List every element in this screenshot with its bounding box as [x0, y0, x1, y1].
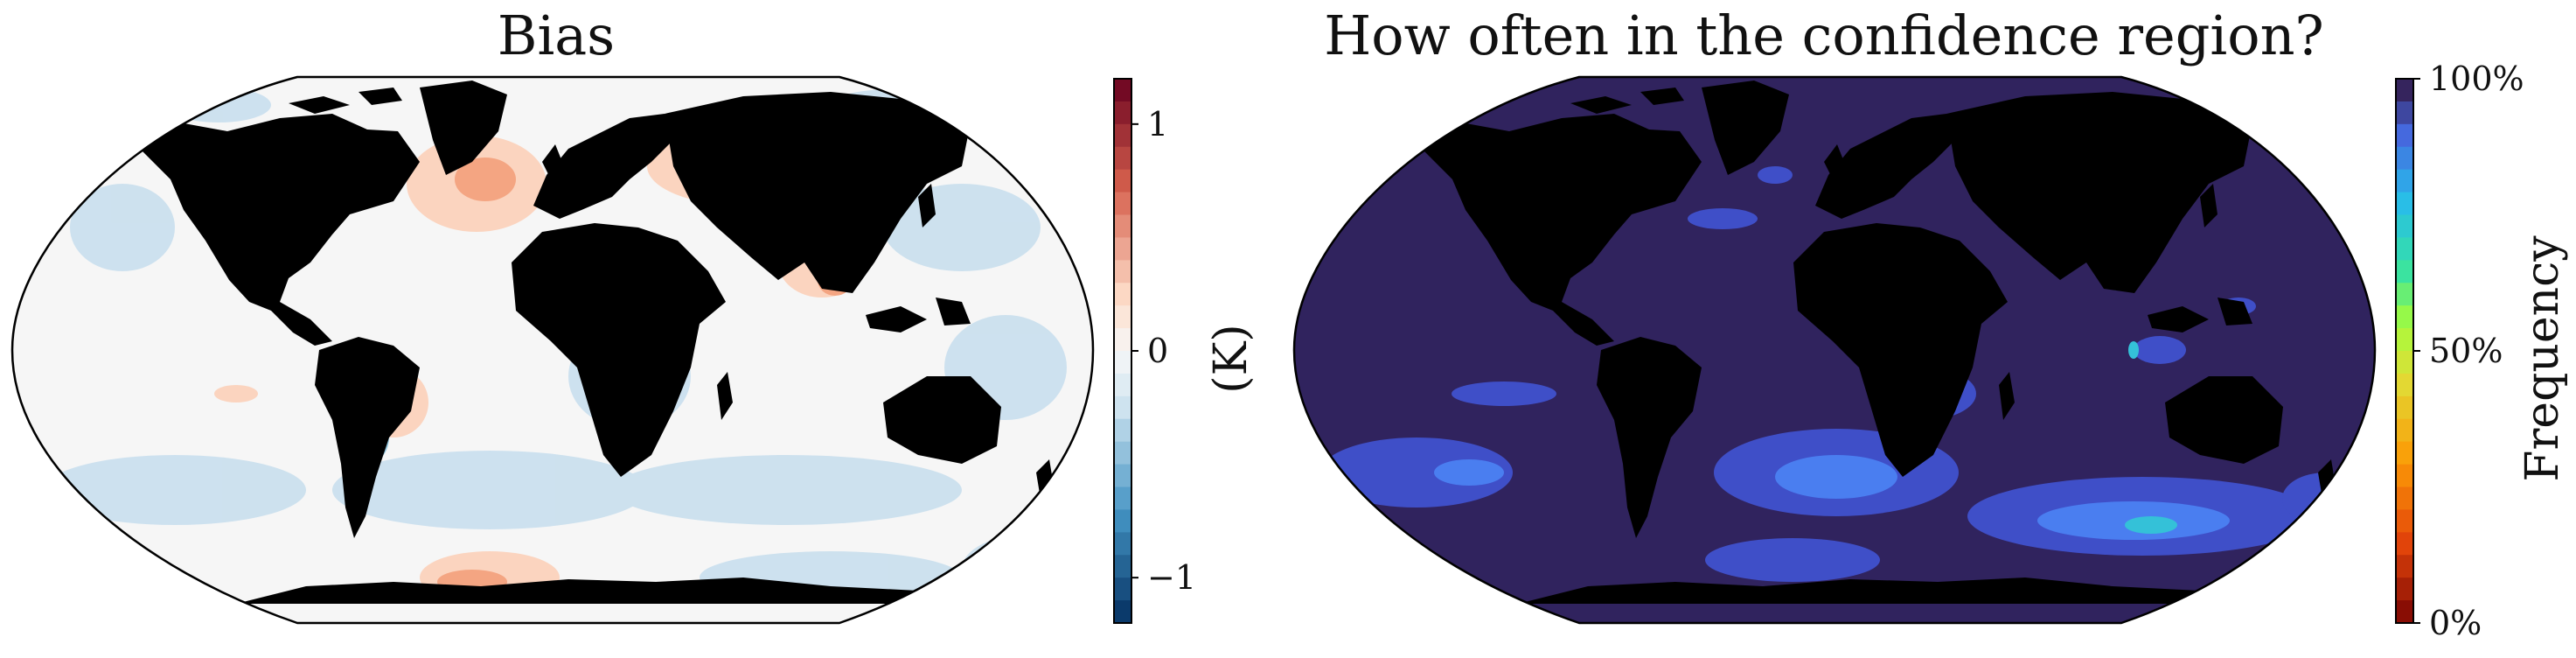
bias-map-title: Bias: [498, 4, 615, 67]
frequency-colorbar-segment: [2396, 237, 2413, 261]
frequency-colorbar-segments: [2396, 79, 2413, 624]
frequency-map: [1294, 77, 2375, 623]
bias-map: [12, 77, 1093, 623]
frequency-colorbar-segment: [2396, 214, 2413, 239]
frequency-colorbar-segment: [2396, 79, 2413, 102]
bias-colorbar-segment: [1114, 509, 1131, 533]
frequency-colorbar-segment: [2396, 600, 2413, 624]
bias-colorbar-segment: [1114, 600, 1131, 624]
bias-colorbar-segment: [1114, 396, 1131, 420]
bias-colorbar-segments: [1114, 79, 1131, 624]
bias-colorbar-segment: [1114, 260, 1131, 284]
bias-colorbar-segment: [1114, 328, 1131, 352]
frequency-colorbar-tick-label: 0%: [2429, 604, 2482, 642]
frequency-colorbar-segment: [2396, 555, 2413, 578]
bias-colorbar-segment: [1114, 237, 1131, 261]
frequency-colorbar-segment: [2396, 509, 2413, 533]
bias-colorbar-tick-label: −1: [1147, 558, 1196, 597]
bias-colorbar-segment: [1114, 169, 1131, 193]
frequency-colorbar-segment: [2396, 328, 2413, 352]
bias-colorbar-segment: [1114, 123, 1131, 148]
bias-colorbar-segment: [1114, 486, 1131, 511]
bias-colorbar-segment: [1114, 441, 1131, 466]
frequency-colorbar-segment: [2396, 101, 2413, 125]
bias-colorbar-segment: [1114, 283, 1131, 306]
bias-colorbar-segment: [1114, 305, 1131, 329]
frequency-colorbar-segment: [2396, 441, 2413, 466]
bias-colorbar-segment: [1114, 555, 1131, 578]
frequency-colorbar-segment: [2396, 532, 2413, 556]
bias-colorbar: 1 0 −1 (K): [1113, 78, 1257, 624]
frequency-colorbar-segment: [2396, 305, 2413, 329]
bias-colorbar-segment: [1114, 351, 1131, 374]
bias-colorbar-segment: [1114, 146, 1131, 171]
frequency-map-title: How often in the confidence region?: [1324, 4, 2324, 67]
frequency-colorbar-segment: [2396, 146, 2413, 171]
frequency-colorbar-tick-label: 50%: [2429, 332, 2503, 370]
frequency-colorbar-label: Frequency: [2517, 235, 2569, 482]
bias-colorbar-segment: [1114, 578, 1131, 601]
frequency-colorbar-segment: [2396, 169, 2413, 193]
frequency-colorbar-segment: [2396, 578, 2413, 601]
frequency-colorbar-segment: [2396, 192, 2413, 216]
frequency-colorbar-segment: [2396, 351, 2413, 374]
bias-map-outline: [10, 75, 1095, 625]
frequency-colorbar-segment: [2396, 123, 2413, 148]
bias-colorbar-segment: [1114, 192, 1131, 216]
frequency-colorbar-segment: [2396, 486, 2413, 511]
frequency-colorbar-segment: [2396, 373, 2413, 397]
frequency-colorbar-segment: [2396, 283, 2413, 306]
frequency-colorbar: 100% 50% 0% Frequency: [2395, 60, 2569, 642]
bias-colorbar-segment: [1114, 79, 1131, 102]
bias-colorbar-segment: [1114, 532, 1131, 556]
bias-colorbar-segment: [1114, 101, 1131, 125]
bias-colorbar-segment: [1114, 373, 1131, 397]
frequency-colorbar-segment: [2396, 396, 2413, 420]
frequency-colorbar-tick-label: 100%: [2429, 60, 2524, 98]
bias-colorbar-segment: [1114, 214, 1131, 239]
bias-colorbar-segment: [1114, 464, 1131, 488]
bias-colorbar-segment: [1114, 418, 1131, 443]
frequency-colorbar-segment: [2396, 260, 2413, 284]
bias-colorbar-label: (K): [1205, 324, 1257, 393]
bias-colorbar-tick-label: 0: [1147, 332, 1168, 370]
frequency-colorbar-segment: [2396, 418, 2413, 443]
bias-colorbar-tick-label: 1: [1147, 105, 1168, 144]
frequency-map-outline: [1292, 75, 2377, 625]
frequency-colorbar-segment: [2396, 464, 2413, 488]
